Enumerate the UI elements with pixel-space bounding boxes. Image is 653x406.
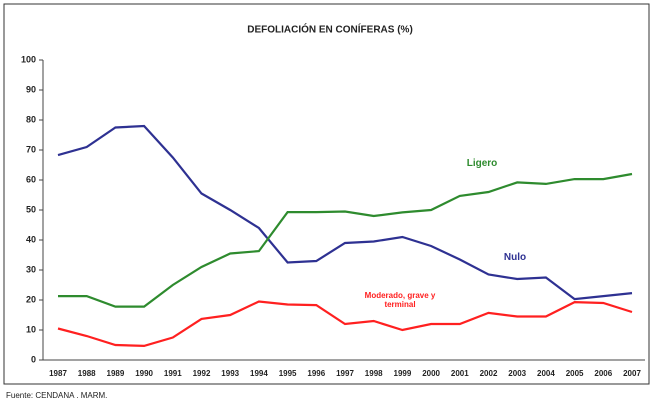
x-tick-label: 1999 [394, 369, 412, 378]
y-tick-label: 60 [26, 174, 36, 184]
x-tick-label: 2001 [451, 369, 469, 378]
source: Fuente: CENDANA . MARM. [6, 391, 107, 400]
x-tick-label: 1996 [307, 369, 325, 378]
series-label: Ligero [466, 158, 498, 169]
x-tick-label: 2004 [537, 369, 555, 378]
x-tick-label: 1993 [221, 369, 239, 378]
y-tick-label: 40 [26, 234, 36, 244]
x-tick-label: 2000 [422, 369, 440, 378]
x-tick-label: 2007 [623, 369, 641, 378]
x-tick-label: 1997 [336, 369, 354, 378]
x-tick-label: 2005 [566, 369, 584, 378]
y-tick-label: 30 [26, 264, 36, 274]
x-tick-label: 1998 [365, 369, 383, 378]
series-line [57, 300, 633, 348]
x-tick-label: 2006 [594, 369, 612, 378]
series-label: Nulo [503, 252, 527, 263]
y-tick-label: 70 [26, 144, 36, 154]
x-tick-label: 1990 [135, 369, 153, 378]
x-tick-label: 1987 [49, 369, 67, 378]
chart-title: DEFOLIACIÓN EN CONÍFERAS (%) [247, 23, 413, 36]
chart-border [3, 3, 650, 385]
y-tick-label: 10 [26, 324, 36, 334]
y-tick-label: 100 [21, 54, 36, 64]
x-tick-label: 1988 [78, 369, 96, 378]
x-tick-label: 1995 [279, 369, 297, 378]
x-tick-label: 2002 [480, 369, 498, 378]
x-tick-label: 2003 [508, 369, 526, 378]
series-label: Moderado, grave y terminal [364, 291, 436, 309]
x-tick-label: 1994 [250, 369, 268, 378]
series-line [58, 172, 633, 308]
y-tick-label: 20 [26, 294, 36, 304]
y-tick-label: 0 [31, 354, 36, 364]
y-tick-label: 80 [26, 114, 36, 124]
y-tick-label: 50 [26, 204, 36, 214]
y-tick-label: 90 [26, 84, 36, 94]
x-tick-label: 1991 [164, 369, 182, 378]
series-line [57, 124, 633, 301]
x-tick-label: 1992 [193, 369, 211, 378]
x-tick-label: 1989 [107, 369, 125, 378]
